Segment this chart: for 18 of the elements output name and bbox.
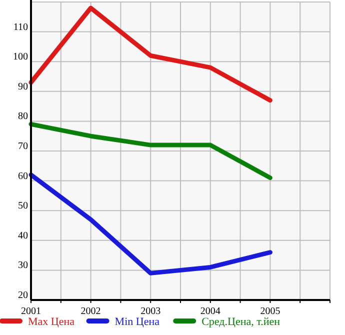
y-tick-label: 70 [18, 141, 28, 152]
legend-label: Max Цена [28, 316, 75, 328]
legend-label: Min Цена [114, 316, 160, 328]
y-tick-label: 30 [18, 260, 28, 272]
x-tick-label: 2002 [80, 306, 101, 317]
y-tick-label: 20 [18, 290, 28, 301]
y-tick-label: 100 [13, 52, 28, 63]
y-tick-label: 80 [18, 111, 28, 122]
y-tick-label: 110 [13, 22, 28, 33]
y-tick-label: 90 [18, 81, 28, 92]
x-tick-label: 2001 [21, 306, 41, 317]
legend-label: Сред.Цена, т.йен [202, 316, 280, 328]
x-tick-label: 2005 [260, 306, 280, 317]
y-tick-label: 40 [18, 230, 28, 242]
x-tick-label: 2004 [200, 306, 220, 317]
x-tick-label: 2003 [140, 306, 161, 317]
y-tick-label: 50 [18, 200, 28, 212]
y-tick-label: 60 [18, 170, 28, 182]
